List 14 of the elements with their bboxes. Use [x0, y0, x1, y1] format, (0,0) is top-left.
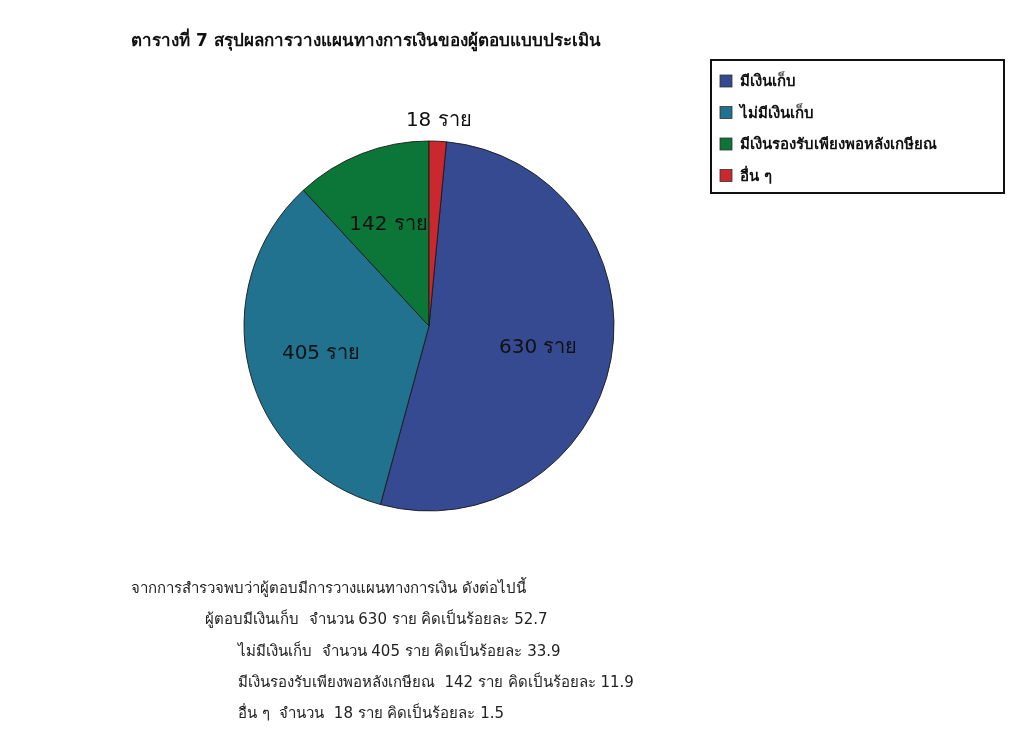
text: ผู้ตอบมีเงินเก็บ จำนวน 630 ราย คิดเป็นร้อยละ 52.7: [205, 609, 548, 629]
data-label: 18 ราย: [405, 107, 472, 132]
text: จากการสำรวจพบว่าผู้ตอบมีการวางแผนทางการเงิน ดังต่อไปนี้: [131, 577, 527, 597]
legend-label: อื่น ๆ: [740, 164, 773, 185]
data-label: 142 ราย: [349, 210, 428, 235]
text: มีเงินรองรับเพียงพอหลังเกษียณ 142 ราย คิดเป็นร้อยละ 11.9: [238, 671, 634, 691]
data-label: 405 ราย: [281, 340, 361, 365]
text: อื่น ๆ จำนวน 18 ราย คิดเป็นร้อยละ 1.5: [238, 702, 505, 723]
legend-label: มีเงินรองรับเพียงพอหลังเกษียณ: [740, 135, 937, 153]
text: ไม่มีเงินเก็บ จำนวน 405 ราย คิดเป็นร้อยละ 33.9: [237, 640, 561, 660]
legend-label: มีเงินเก็บ: [740, 71, 796, 90]
data-label: 630 ราย: [498, 333, 578, 358]
legend-label: ไม่มีเงินเก็บ: [738, 102, 814, 122]
chart-title: ตารางที่ 7 สรุปผลการวางแผนทางการเงินของผู้ตอบแบบประเมิน: [131, 28, 601, 52]
